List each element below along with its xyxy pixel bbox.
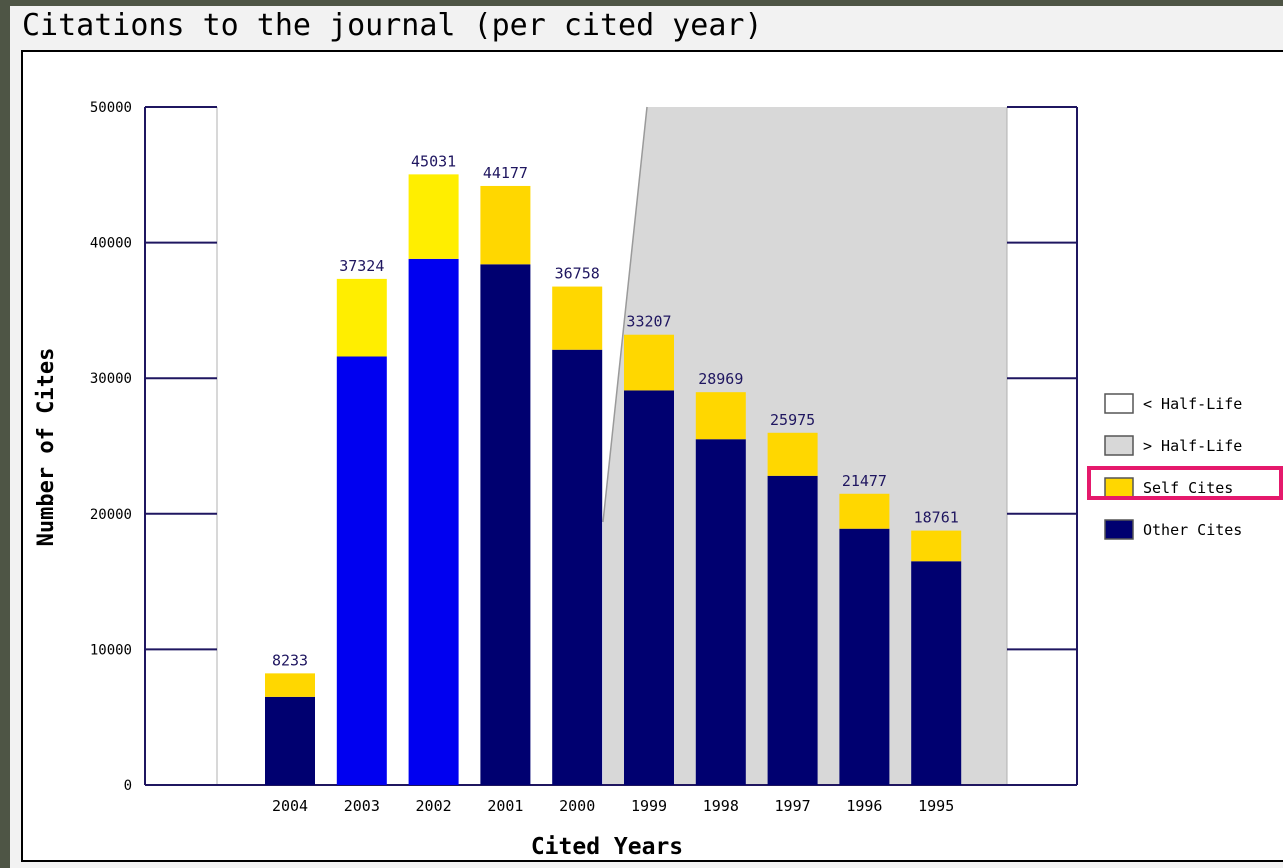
page-title: Citations to the journal (per cited year… [22, 8, 763, 43]
legend-label: Self Cites [1143, 479, 1233, 497]
y-axis-title: Number of Cites [34, 348, 59, 547]
x-tick-label: 1996 [846, 797, 882, 815]
legend-highlight-box [1087, 466, 1283, 500]
bar-self-cites [839, 493, 890, 529]
bar-other-cites [480, 264, 531, 785]
bar-self-cites [911, 530, 962, 562]
x-tick-label: 2002 [416, 797, 452, 815]
bar-self-cites [265, 673, 315, 697]
bar-other-cites [265, 696, 315, 785]
bar-total-label: 28969 [698, 370, 743, 388]
y-tick-label: 30000 [90, 371, 132, 387]
bar-other-cites [624, 390, 674, 785]
x-axis-title: Cited Years [531, 834, 683, 860]
y-tick-label: 50000 [90, 100, 132, 116]
half-life-boundary-line [602, 106, 648, 523]
bar-other-cites [336, 356, 387, 785]
bar-total-label: 21477 [842, 472, 887, 490]
x-tick-label: 2003 [344, 797, 380, 815]
y-tick-label: 10000 [90, 642, 132, 658]
bar-self-cites [408, 174, 459, 259]
bar-total-label: 25975 [770, 411, 815, 429]
x-tick-label: 2004 [272, 797, 308, 815]
bar-other-cites [408, 258, 459, 785]
x-tick-label: 1999 [631, 797, 667, 815]
bar-other-cites [911, 561, 962, 785]
bar-total-label: 37324 [339, 257, 384, 275]
legend-swatch [1104, 393, 1134, 414]
legend-label: < Half-Life [1143, 395, 1242, 413]
legend-swatch [1104, 519, 1134, 540]
y-tick-label: 40000 [90, 236, 132, 252]
bar-total-label: 8233 [272, 651, 308, 669]
legend-label: Other Cites [1143, 521, 1242, 539]
bar-self-cites [552, 286, 603, 350]
bar-total-label: 33207 [626, 313, 671, 331]
bar-self-cites [695, 392, 746, 440]
bar-total-label: 18761 [914, 509, 959, 527]
legend-swatch [1104, 435, 1134, 456]
legend-label: > Half-Life [1143, 437, 1242, 455]
bar-self-cites [767, 432, 818, 476]
chart-panel: 0 10000 20000 30000 40000 50000 8233 2004 37324 2… [21, 50, 1283, 862]
bar-total-label: 45031 [411, 152, 456, 170]
x-tick-label: 1995 [918, 797, 954, 815]
y-tick-label: 0 [124, 778, 132, 794]
bar-other-cites [839, 528, 890, 785]
bar-total-label: 36758 [555, 265, 600, 283]
y-tick-label: 20000 [90, 507, 132, 523]
bar-total-label: 44177 [483, 164, 528, 182]
citations-chart: 0 10000 20000 30000 40000 50000 8233 2004 37324 2… [34, 100, 1242, 860]
bar-self-cites [336, 278, 387, 357]
x-tick-label: 2000 [559, 797, 595, 815]
bar-other-cites [552, 349, 603, 785]
x-tick-label: 2001 [487, 797, 523, 815]
x-tick-label: 1997 [775, 797, 811, 815]
bar-self-cites [480, 185, 531, 265]
bar-other-cites [767, 475, 818, 785]
bar-self-cites [624, 334, 674, 391]
bar-other-cites [695, 439, 746, 785]
x-tick-label: 1998 [703, 797, 739, 815]
